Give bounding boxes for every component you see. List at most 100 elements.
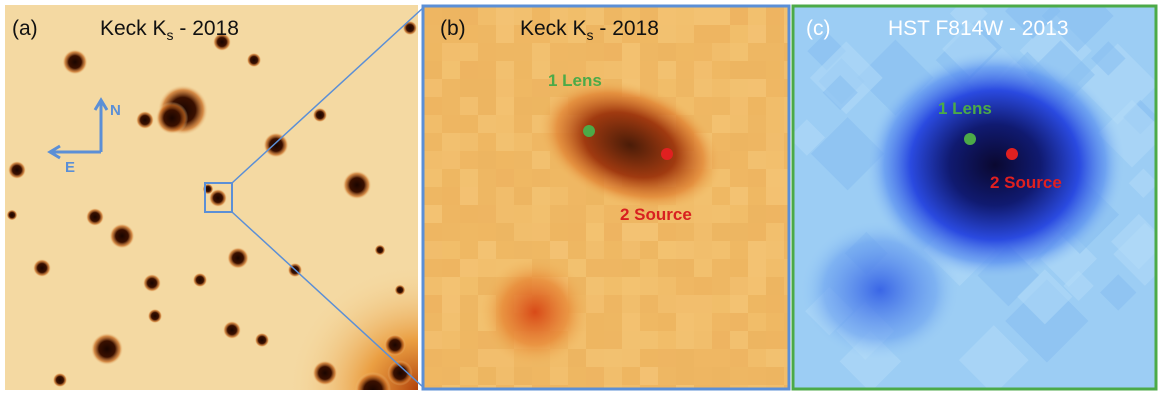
panel-a-image — [5, 5, 418, 395]
pixel — [460, 79, 478, 97]
pixel — [460, 61, 478, 79]
pixel — [694, 61, 712, 79]
pixel — [604, 43, 622, 61]
pixel — [460, 241, 478, 259]
pixel — [658, 43, 676, 61]
pixel — [424, 259, 442, 277]
pixel — [730, 367, 748, 385]
pixel — [712, 205, 730, 223]
pixel — [460, 313, 478, 331]
pixel — [622, 223, 640, 241]
pixel — [676, 367, 694, 385]
pixel — [748, 79, 766, 97]
pixel — [766, 277, 784, 295]
pixel — [460, 259, 478, 277]
pixel — [640, 331, 658, 349]
pixel — [676, 241, 694, 259]
pixel — [712, 79, 730, 97]
lens-marker — [964, 133, 976, 145]
pixel — [694, 259, 712, 277]
pixel — [424, 349, 442, 367]
pixel — [424, 97, 442, 115]
pixel — [496, 205, 514, 223]
pixel — [496, 79, 514, 97]
star — [109, 223, 134, 248]
pixel — [424, 61, 442, 79]
source-label: 2 Source — [990, 173, 1062, 192]
pixel — [766, 349, 784, 367]
pixel — [424, 79, 442, 97]
pixel — [424, 115, 442, 133]
pixel — [676, 295, 694, 313]
pixel — [532, 169, 550, 187]
pixel — [676, 223, 694, 241]
pixel — [478, 61, 496, 79]
title-text: Keck K — [100, 17, 167, 40]
compass-east: E — [65, 159, 75, 176]
pixel — [640, 259, 658, 277]
star — [384, 334, 406, 356]
pixel — [496, 7, 514, 25]
pixel — [748, 25, 766, 43]
pixel — [460, 187, 478, 205]
pixel — [514, 115, 532, 133]
pixel — [712, 241, 730, 259]
pixel — [496, 97, 514, 115]
pixel — [766, 313, 784, 331]
star — [343, 171, 372, 200]
pixel — [478, 151, 496, 169]
pixel — [604, 295, 622, 313]
pixel — [460, 205, 478, 223]
pixel — [442, 313, 460, 331]
star — [8, 161, 26, 179]
pixel — [478, 223, 496, 241]
pixel — [460, 349, 478, 367]
pixel — [730, 115, 748, 133]
lens-marker — [583, 125, 595, 137]
pixel — [748, 133, 766, 151]
pixel — [424, 367, 442, 385]
pixel — [514, 241, 532, 259]
pixel — [694, 331, 712, 349]
pixel — [658, 241, 676, 259]
pixel — [622, 349, 640, 367]
panel-b-image — [424, 7, 802, 395]
pixel — [586, 223, 604, 241]
star — [148, 309, 162, 323]
pixel — [442, 169, 460, 187]
pixel — [604, 241, 622, 259]
pixel — [730, 43, 748, 61]
pixel — [424, 223, 442, 241]
pixel — [460, 277, 478, 295]
source-marker — [1006, 148, 1018, 160]
pixel — [658, 277, 676, 295]
pixel — [478, 7, 496, 25]
pixel — [640, 277, 658, 295]
pixel — [550, 43, 568, 61]
pixel — [622, 367, 640, 385]
star — [62, 49, 87, 74]
pixel — [622, 277, 640, 295]
pixel — [730, 7, 748, 25]
pixel — [586, 259, 604, 277]
pixel — [442, 151, 460, 169]
pixel — [748, 349, 766, 367]
panel-label: (c) — [806, 17, 831, 40]
pixel — [514, 151, 532, 169]
title-suffix: - 2018 — [594, 17, 659, 40]
pixel — [478, 115, 496, 133]
pixel — [460, 295, 478, 313]
pixel — [766, 169, 784, 187]
pixel — [460, 169, 478, 187]
pixel — [442, 133, 460, 151]
pixel — [586, 367, 604, 385]
pixel — [568, 43, 586, 61]
star — [387, 360, 412, 385]
pixel — [676, 25, 694, 43]
pixel — [712, 277, 730, 295]
pixel — [424, 205, 442, 223]
pixel — [424, 43, 442, 61]
pixel — [658, 25, 676, 43]
pixel — [694, 79, 712, 97]
pixel — [514, 169, 532, 187]
